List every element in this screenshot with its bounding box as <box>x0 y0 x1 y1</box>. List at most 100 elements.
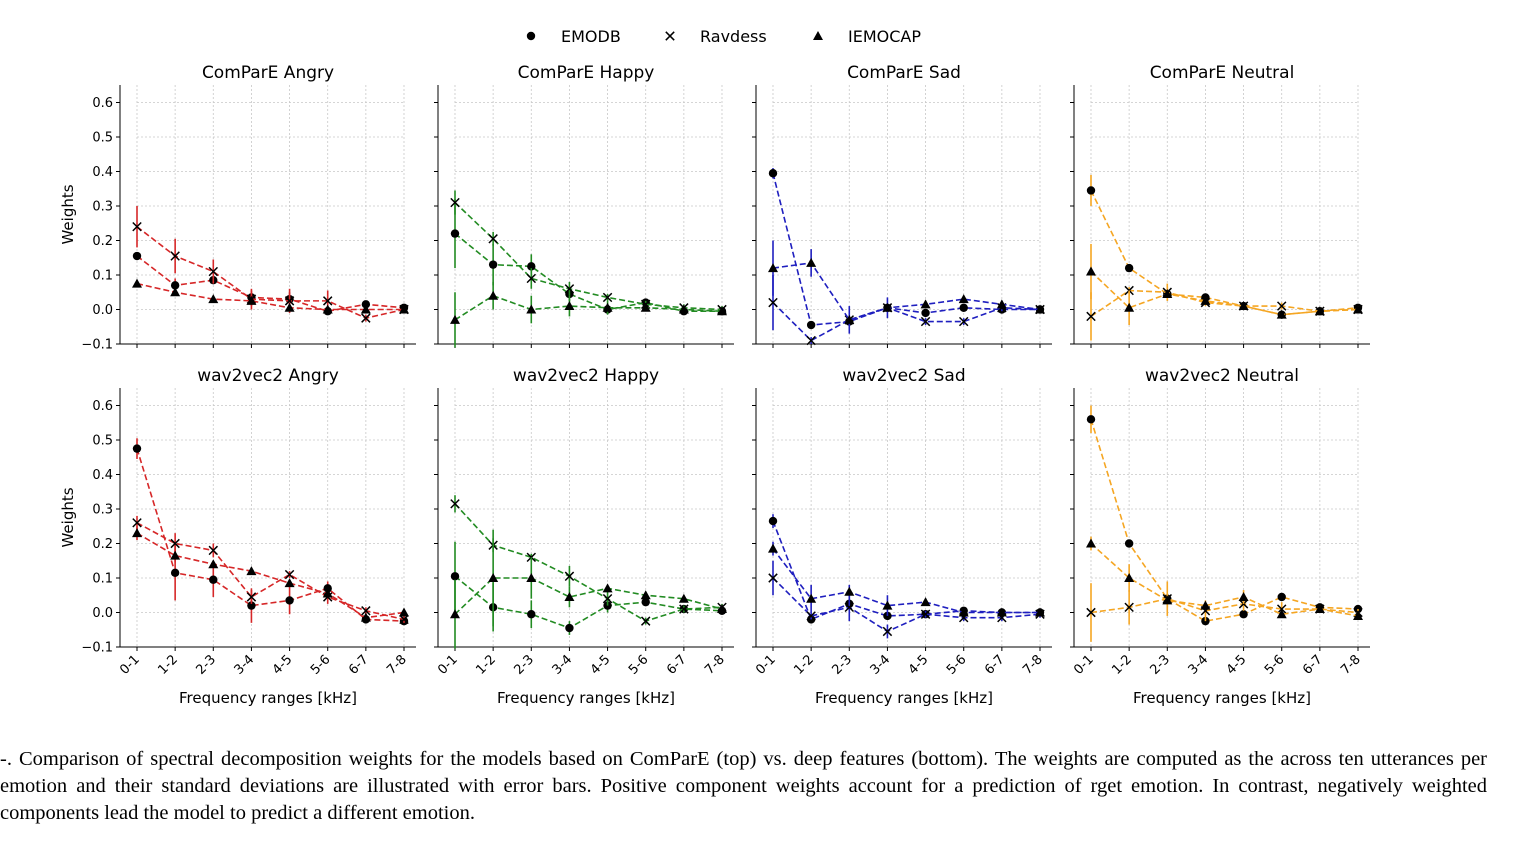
series-line <box>454 577 723 615</box>
x-tick-label: 1-2 <box>1109 652 1135 678</box>
data-point <box>132 444 142 453</box>
data-point <box>806 335 816 346</box>
series-emodb <box>132 251 409 316</box>
data-point <box>959 303 968 312</box>
series-line <box>454 503 723 622</box>
data-point <box>679 604 689 614</box>
series-iemocap <box>1086 536 1363 620</box>
series-line <box>772 548 1040 614</box>
x-tick-label: 7-8 <box>1020 652 1046 678</box>
x-tick-label: 6-7 <box>1300 652 1326 678</box>
y-tick-label: −0.1 <box>81 641 113 656</box>
data-point <box>170 251 180 261</box>
x-tick-label: 0-1 <box>1071 652 1097 678</box>
legend-marker-circle <box>526 31 536 41</box>
x-tick-label: 7-8 <box>1338 652 1364 678</box>
x-tick-label: 4-5 <box>588 652 614 678</box>
data-point <box>768 543 778 553</box>
data-point <box>209 575 218 584</box>
series-iemocap <box>1086 243 1363 326</box>
data-point <box>1162 595 1173 605</box>
data-point <box>1124 302 1135 312</box>
data-point <box>717 604 727 614</box>
data-point <box>1276 301 1287 311</box>
data-point <box>768 573 778 583</box>
y-tick-label: −0.1 <box>81 338 113 353</box>
data-point <box>1124 539 1134 548</box>
series-line <box>1090 597 1359 614</box>
data-point <box>132 221 142 232</box>
data-point <box>132 251 142 261</box>
x-tick-label: 0-1 <box>435 652 461 678</box>
series-line <box>136 532 405 619</box>
x-tick-label: 1-2 <box>155 652 181 678</box>
y-tick-label: 0.0 <box>92 606 113 621</box>
data-point <box>246 295 257 305</box>
legend-label: EMODB <box>561 27 621 46</box>
y-axis-label: Weights <box>59 184 77 244</box>
data-point <box>361 606 371 616</box>
data-point <box>284 296 295 306</box>
x-tick-label: 2-3 <box>193 652 219 678</box>
data-point <box>170 568 180 578</box>
data-point <box>488 260 498 269</box>
data-point <box>806 257 817 267</box>
series-iemocap <box>132 526 409 622</box>
x-tick-label: 1-2 <box>791 652 817 678</box>
series-line <box>136 226 405 319</box>
x-tick-label: 2-3 <box>1147 652 1173 678</box>
x-tick-label: 0-1 <box>753 652 779 678</box>
x-axis-label: Frequency ranges [kHz] <box>179 689 357 707</box>
data-point <box>1314 604 1325 614</box>
data-point <box>565 623 574 633</box>
data-point <box>247 601 256 610</box>
y-tick-label: 0.0 <box>92 303 113 318</box>
data-point <box>322 588 333 598</box>
x-tick-label: 3-4 <box>550 652 576 678</box>
data-point <box>1276 604 1287 614</box>
x-tick-label: 7-8 <box>384 652 410 678</box>
panel-compare-happy: ComParE Happy <box>434 63 734 348</box>
x-tick-label: 0-1 <box>117 652 143 678</box>
series-line <box>1090 419 1359 622</box>
data-point <box>450 197 460 208</box>
data-point <box>844 586 855 596</box>
data-point <box>564 284 575 294</box>
data-point <box>1086 266 1096 276</box>
y-tick-label: 0.5 <box>92 131 113 146</box>
series-line <box>772 173 1040 326</box>
data-point <box>678 304 689 314</box>
data-point <box>1086 311 1096 322</box>
data-point <box>920 316 931 327</box>
x-tick-label: 4-5 <box>906 652 932 678</box>
legend-label: IEMOCAP <box>848 27 921 46</box>
data-point <box>921 308 930 318</box>
data-point <box>399 304 409 314</box>
series-line <box>772 520 1040 621</box>
data-point <box>768 263 778 273</box>
x-tick-label: 4-5 <box>1224 652 1250 678</box>
panel-title: wav2vec2 Angry <box>197 366 339 386</box>
panel-wav2vec2-happy: 0-1 1-2 2-3 3-4 4-5 5-6 6-7 7-8 wav2vec2 Happy Fr… <box>434 366 734 707</box>
x-tick-label: 1-2 <box>473 652 499 678</box>
data-point <box>208 559 219 569</box>
y-tick-label: 0.2 <box>92 537 113 552</box>
y-tick-label: 0.5 <box>92 434 113 449</box>
data-point <box>602 292 613 303</box>
data-point <box>450 609 460 619</box>
panel-compare-neutral: ComParE Neutral <box>1070 63 1370 348</box>
data-point <box>1086 415 1096 424</box>
y-tick-label: 0.1 <box>92 269 113 284</box>
data-point <box>806 593 817 603</box>
data-point <box>958 607 969 617</box>
data-point <box>527 610 536 619</box>
data-point <box>132 278 142 288</box>
data-point <box>246 592 257 602</box>
x-axis-label: Frequency ranges [kHz] <box>497 689 675 707</box>
y-tick-label: 0.6 <box>92 96 113 111</box>
data-point <box>208 545 219 556</box>
data-point <box>284 302 295 312</box>
data-point <box>1277 592 1286 602</box>
data-point <box>450 314 460 324</box>
data-point <box>170 538 180 549</box>
